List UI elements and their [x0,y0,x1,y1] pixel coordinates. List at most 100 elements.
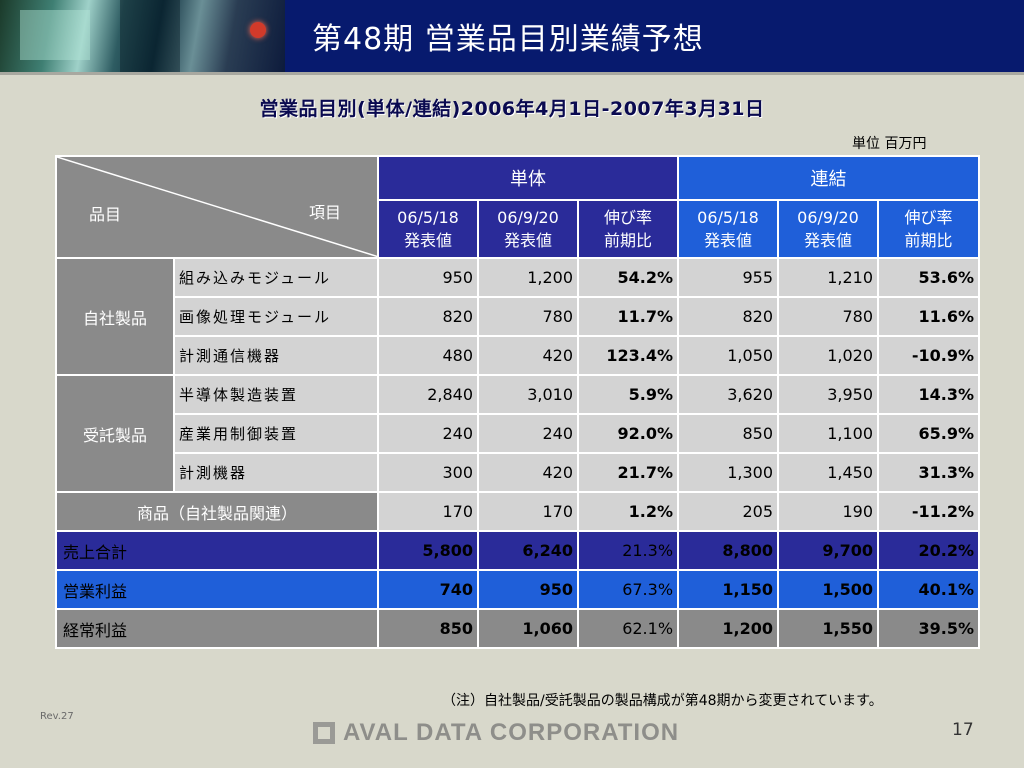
value-cell: 2,840 [377,374,479,415]
table-row: 産業用制御装置 240 240 92.0% 850 1,100 65.9% [56,413,981,454]
value-cell: 240 [377,413,479,454]
value-cell: 480 [377,335,479,376]
growth-cell: 20.2% [877,530,981,571]
value-cell: 950 [477,569,579,610]
corner-header: 品目 項目 [55,155,379,259]
growth-cell: 1.2% [576,491,680,532]
growth-cell: 14.3% [877,374,981,415]
table-row: 計測機器 300 420 21.7% 1,300 1,450 31.3% [56,452,981,493]
value-cell: 1,100 [777,413,880,454]
item-label: 組み込みモジュール [173,257,379,298]
row-label: 売上合計 [55,530,379,571]
value-cell: 850 [377,608,479,649]
value-cell: 955 [677,257,780,298]
value-cell: 3,010 [477,374,579,415]
value-cell: 1,050 [677,335,780,376]
value-cell: 205 [677,491,780,532]
table-row: 自社製品 組み込みモジュール 950 1,200 54.2% 955 1,210… [55,257,981,376]
value-cell: 170 [377,491,479,532]
subheader-cell: 06/9/20 発表値 [777,199,880,259]
value-cell: 3,950 [777,374,880,415]
merchandise-row: 商品（自社製品関連） 170 170 1.2% 205 190 -11.2% [55,491,981,532]
header-divider [0,72,1024,75]
growth-cell: -10.9% [877,335,981,376]
row-label: 経常利益 [55,608,379,649]
corner-diagonal [57,157,379,258]
item-label: 画像処理モジュール [173,296,379,337]
corner-label-item: 品目 [89,205,122,224]
value-cell: 1,550 [777,608,880,649]
group-label: 自社製品 [55,257,175,376]
growth-cell: 123.4% [576,335,680,376]
value-cell: 1,200 [477,257,579,298]
value-cell: 9,700 [777,530,880,571]
value-cell: 1,200 [677,608,780,649]
growth-cell: 11.7% [576,296,680,337]
merchandise-label: 商品（自社製品関連） [55,491,379,532]
growth-cell: 67.3% [576,569,680,610]
ordinary-profit-row: 経常利益 850 1,060 62.1% 1,200 1,550 39.5% [55,608,981,649]
value-cell: 820 [677,296,780,337]
value-cell: 740 [377,569,479,610]
value-cell: 420 [477,335,579,376]
growth-cell: 31.3% [877,452,981,493]
value-cell: 950 [377,257,479,298]
sub-header-row: 06/5/18 発表値 06/9/20 発表値 伸び率 前期比 06/5/18 発表値 … [56,199,981,259]
value-cell: 850 [677,413,780,454]
growth-cell: 11.6% [877,296,981,337]
growth-cell: 39.5% [877,608,981,649]
value-cell: 780 [477,296,579,337]
growth-cell: 21.3% [576,530,680,571]
growth-cell: 21.7% [576,452,680,493]
slide-header: 第48期 営業品目別業績予想 [0,0,1024,72]
value-cell: 1,020 [777,335,880,376]
growth-cell: 5.9% [576,374,680,415]
slide-title: 第48期 営業品目別業績予想 [312,22,704,57]
logo-mark-icon [313,722,335,744]
operating-profit-row: 営業利益 740 950 67.3% 1,150 1,500 40.1% [55,569,981,610]
subheader-cell: 伸び率 前期比 [877,199,981,259]
growth-cell: 40.1% [877,569,981,610]
page-number: 17 [952,720,974,740]
item-label: 計測機器 [173,452,379,493]
subheader-cell: 06/9/20 発表値 [477,199,579,259]
subheader-cell: 伸び率 前期比 [576,199,680,259]
group-label: 受託製品 [55,374,175,493]
logo-text: AVAL DATA CORPORATION [343,719,680,746]
value-cell: 6,240 [477,530,579,571]
value-cell: 170 [477,491,579,532]
value-cell: 1,150 [677,569,780,610]
value-cell: 1,300 [677,452,780,493]
growth-cell: 54.2% [576,257,680,298]
red-lamp-icon [250,22,266,38]
value-cell: 780 [777,296,880,337]
growth-cell: 65.9% [877,413,981,454]
value-cell: 1,500 [777,569,880,610]
value-cell: 300 [377,452,479,493]
item-label: 半導体製造装置 [173,374,379,415]
value-cell: 5,800 [377,530,479,571]
company-logo: AVAL DATA CORPORATION [313,718,679,748]
sales-total-row: 売上合計 5,800 6,240 21.3% 8,800 9,700 20.2% [55,530,981,571]
table-row: 画像処理モジュール 820 780 11.7% 820 780 11.6% [56,296,981,337]
corner-label-field: 項目 [308,203,341,222]
growth-cell: 53.6% [877,257,981,298]
header-tantai: 単体 [376,155,680,201]
value-cell: 1,450 [777,452,880,493]
table-row: 計測通信機器 480 420 123.4% 1,050 1,020 -10.9% [56,335,981,376]
growth-cell: -11.2% [877,491,981,532]
value-cell: 1,060 [477,608,579,649]
item-label: 計測通信機器 [173,335,379,376]
table-subtitle: 営業品目別(単体/連結)2006年4月1日-2007年3月31日 [259,98,765,120]
value-cell: 8,800 [677,530,780,571]
value-cell: 190 [777,491,880,532]
growth-cell: 92.0% [576,413,680,454]
subheader-cell: 06/5/18 発表値 [377,199,479,259]
value-cell: 420 [477,452,579,493]
item-label: 産業用制御装置 [173,413,379,454]
subheader-cell: 06/5/18 発表値 [677,199,780,259]
row-label: 営業利益 [55,569,379,610]
value-cell: 3,620 [677,374,780,415]
value-cell: 240 [477,413,579,454]
value-cell: 1,210 [777,257,880,298]
